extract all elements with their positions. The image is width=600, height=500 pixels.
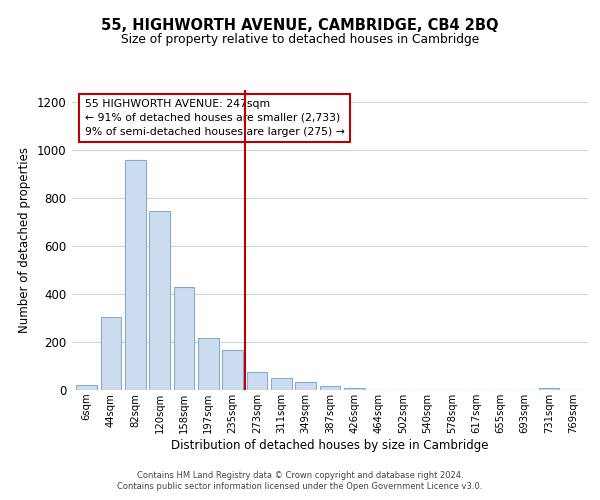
Text: 55 HIGHWORTH AVENUE: 247sqm
← 91% of detached houses are smaller (2,733)
9% of s: 55 HIGHWORTH AVENUE: 247sqm ← 91% of det… bbox=[85, 99, 345, 137]
Text: Size of property relative to detached houses in Cambridge: Size of property relative to detached ho… bbox=[121, 32, 479, 46]
Bar bbox=[344, 388, 365, 390]
Bar bbox=[101, 317, 121, 390]
Y-axis label: Number of detached properties: Number of detached properties bbox=[18, 147, 31, 333]
Bar bbox=[198, 338, 218, 390]
Bar bbox=[271, 378, 292, 390]
Bar bbox=[76, 385, 97, 390]
Bar bbox=[149, 211, 170, 390]
Text: Contains public sector information licensed under the Open Government Licence v3: Contains public sector information licen… bbox=[118, 482, 482, 491]
Bar bbox=[222, 350, 243, 390]
Bar bbox=[320, 386, 340, 390]
Text: 55, HIGHWORTH AVENUE, CAMBRIDGE, CB4 2BQ: 55, HIGHWORTH AVENUE, CAMBRIDGE, CB4 2BQ bbox=[101, 18, 499, 32]
Bar bbox=[539, 388, 559, 390]
X-axis label: Distribution of detached houses by size in Cambridge: Distribution of detached houses by size … bbox=[171, 438, 489, 452]
Bar bbox=[125, 160, 146, 390]
Bar bbox=[173, 287, 194, 390]
Bar bbox=[247, 372, 268, 390]
Text: Contains HM Land Registry data © Crown copyright and database right 2024.: Contains HM Land Registry data © Crown c… bbox=[137, 471, 463, 480]
Bar bbox=[295, 382, 316, 390]
